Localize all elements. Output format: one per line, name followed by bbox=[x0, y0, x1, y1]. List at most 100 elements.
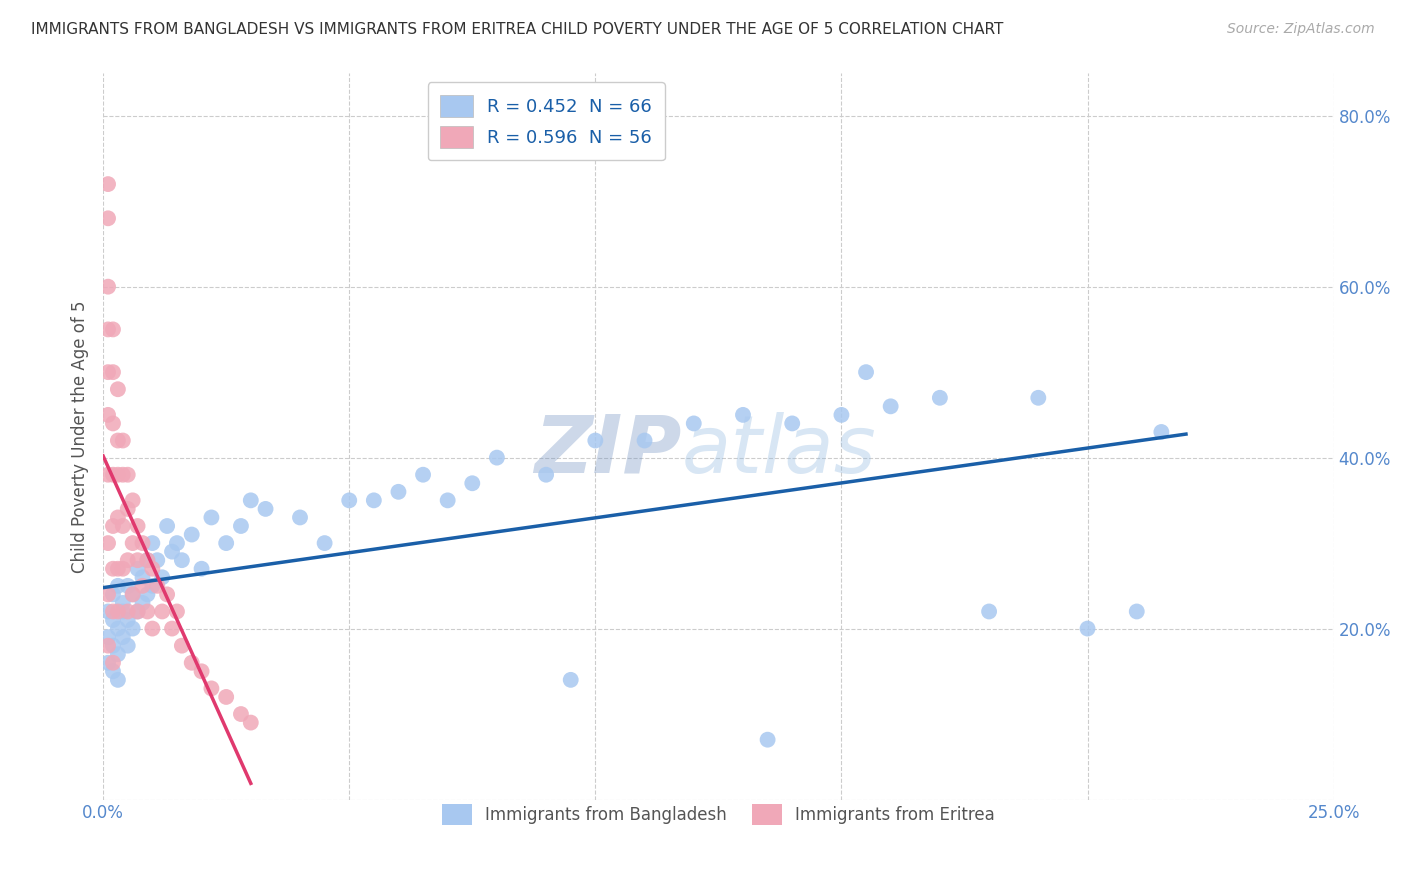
Point bbox=[97, 279, 120, 293]
Y-axis label: Child Poverty Under the Age of 5: Child Poverty Under the Age of 5 bbox=[72, 300, 89, 573]
Point bbox=[229, 707, 252, 722]
Point bbox=[127, 519, 149, 533]
Point bbox=[141, 562, 163, 576]
Point bbox=[160, 544, 183, 558]
Point bbox=[107, 562, 129, 576]
Point bbox=[111, 605, 134, 619]
Point bbox=[239, 493, 262, 508]
Point bbox=[111, 630, 134, 644]
Point bbox=[215, 536, 238, 550]
Point bbox=[97, 211, 120, 226]
Point bbox=[97, 467, 120, 482]
Point bbox=[97, 656, 120, 670]
Point bbox=[107, 605, 129, 619]
Point bbox=[977, 605, 1000, 619]
Point bbox=[111, 596, 134, 610]
Point bbox=[101, 519, 124, 533]
Point bbox=[101, 639, 124, 653]
Point bbox=[180, 527, 202, 541]
Point bbox=[166, 536, 188, 550]
Point bbox=[1126, 605, 1149, 619]
Point bbox=[136, 553, 159, 567]
Text: Source: ZipAtlas.com: Source: ZipAtlas.com bbox=[1227, 22, 1375, 37]
Point bbox=[107, 467, 129, 482]
Point bbox=[101, 322, 124, 336]
Point bbox=[141, 536, 163, 550]
Point bbox=[780, 417, 803, 431]
Point bbox=[254, 502, 277, 516]
Point bbox=[111, 519, 134, 533]
Point bbox=[156, 587, 179, 601]
Point bbox=[111, 434, 134, 448]
Point bbox=[855, 365, 877, 379]
Point bbox=[239, 715, 262, 730]
Point bbox=[101, 365, 124, 379]
Point bbox=[107, 622, 129, 636]
Point bbox=[97, 177, 120, 191]
Point bbox=[387, 484, 409, 499]
Text: IMMIGRANTS FROM BANGLADESH VS IMMIGRANTS FROM ERITREA CHILD POVERTY UNDER THE AG: IMMIGRANTS FROM BANGLADESH VS IMMIGRANTS… bbox=[31, 22, 1004, 37]
Point bbox=[180, 656, 202, 670]
Point bbox=[111, 467, 134, 482]
Point bbox=[131, 579, 153, 593]
Point bbox=[136, 553, 159, 567]
Text: ZIP: ZIP bbox=[534, 412, 682, 490]
Point bbox=[461, 476, 484, 491]
Point bbox=[731, 408, 754, 422]
Point bbox=[111, 562, 134, 576]
Point bbox=[682, 417, 704, 431]
Point bbox=[156, 519, 179, 533]
Point bbox=[166, 605, 188, 619]
Point bbox=[107, 434, 129, 448]
Point bbox=[534, 467, 557, 482]
Point bbox=[127, 562, 149, 576]
Point bbox=[107, 673, 129, 687]
Point bbox=[485, 450, 508, 465]
Point bbox=[633, 434, 655, 448]
Point bbox=[117, 467, 139, 482]
Point bbox=[436, 493, 458, 508]
Point bbox=[928, 391, 950, 405]
Point bbox=[107, 647, 129, 661]
Point bbox=[560, 673, 582, 687]
Point bbox=[127, 553, 149, 567]
Point bbox=[117, 579, 139, 593]
Point bbox=[141, 622, 163, 636]
Point bbox=[121, 622, 143, 636]
Text: atlas: atlas bbox=[682, 412, 876, 490]
Point bbox=[101, 605, 124, 619]
Point bbox=[97, 408, 120, 422]
Point bbox=[215, 690, 238, 704]
Point bbox=[756, 732, 779, 747]
Point bbox=[170, 553, 193, 567]
Point bbox=[97, 322, 120, 336]
Point bbox=[190, 665, 212, 679]
Point bbox=[160, 622, 183, 636]
Point bbox=[830, 408, 852, 422]
Point bbox=[583, 434, 606, 448]
Point bbox=[337, 493, 360, 508]
Point bbox=[121, 493, 143, 508]
Point bbox=[288, 510, 311, 524]
Point bbox=[131, 570, 153, 584]
Point bbox=[190, 562, 212, 576]
Point bbox=[101, 467, 124, 482]
Point bbox=[97, 536, 120, 550]
Point bbox=[117, 639, 139, 653]
Point bbox=[101, 665, 124, 679]
Point bbox=[101, 417, 124, 431]
Point bbox=[150, 570, 173, 584]
Point bbox=[200, 681, 222, 696]
Point bbox=[97, 365, 120, 379]
Point bbox=[121, 587, 143, 601]
Point bbox=[170, 639, 193, 653]
Point bbox=[97, 587, 120, 601]
Point bbox=[97, 605, 120, 619]
Point bbox=[117, 613, 139, 627]
Point bbox=[117, 553, 139, 567]
Point bbox=[131, 536, 153, 550]
Point bbox=[314, 536, 336, 550]
Point bbox=[136, 587, 159, 601]
Point bbox=[101, 562, 124, 576]
Point bbox=[101, 656, 124, 670]
